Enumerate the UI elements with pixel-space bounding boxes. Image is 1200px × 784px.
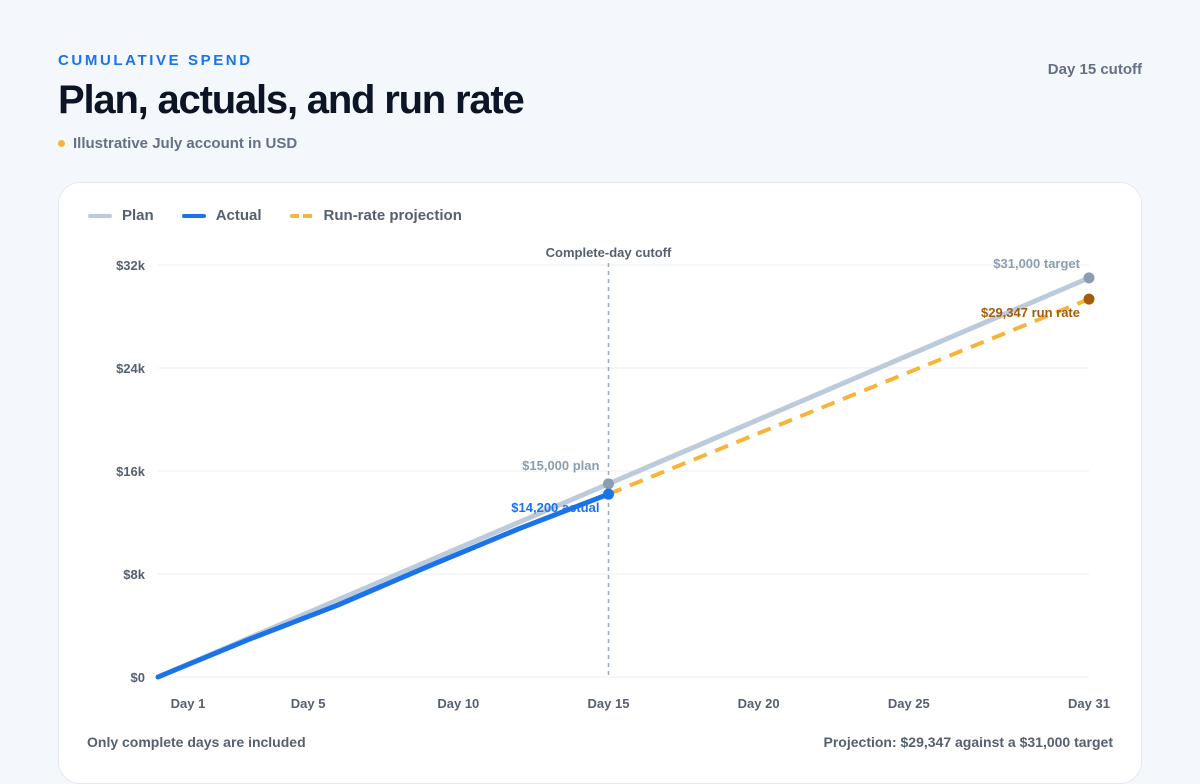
legend-label-projection: Run-rate projection xyxy=(323,207,462,224)
x-tick-label: Day 15 xyxy=(588,696,630,711)
cutoff-label: Day 15 cutoff xyxy=(1047,61,1142,78)
data-label-actual: $14,200 actual xyxy=(511,500,599,515)
series-line-actual xyxy=(155,491,611,680)
projection-swatch-icon xyxy=(289,213,314,218)
page-title: Plan, actuals, and run rate xyxy=(58,78,525,122)
series-line-plan xyxy=(155,275,1092,680)
legend-label-plan: Plan xyxy=(122,207,154,224)
y-tick-label: $8k xyxy=(123,567,145,582)
eyebrow-label: CUMULATIVE SPEND xyxy=(58,52,253,69)
x-tick-label: Day 31 xyxy=(1068,696,1110,711)
x-tick-label: Day 1 xyxy=(171,696,206,711)
y-tick-label: $0 xyxy=(131,670,145,685)
data-label-plan: $31,000 target xyxy=(993,256,1080,271)
legend-label-actual: Actual xyxy=(215,207,262,224)
subtitle: Illustrative July account in USD xyxy=(58,135,297,152)
legend-item-actual[interactable]: Actual xyxy=(181,207,262,224)
footer-note: Only complete days are included xyxy=(87,734,306,750)
data-point-actual xyxy=(602,488,614,500)
chart-legend: Plan Actual Run-rate projection xyxy=(88,207,490,224)
y-tick-label: $16k xyxy=(116,464,146,479)
subtitle-dot-icon xyxy=(58,140,65,147)
x-tick-label: Day 20 xyxy=(738,696,780,711)
chart-card xyxy=(58,182,1142,784)
x-tick-label: Day 10 xyxy=(437,696,479,711)
legend-item-projection[interactable]: Run-rate projection xyxy=(289,207,462,224)
legend-item-plan[interactable]: Plan xyxy=(88,207,154,224)
line-chart: $0 $8k $16k $24k $32k Day 1 Day 5 Day 10 Day 15 D… xyxy=(116,245,1110,711)
actual-swatch-icon xyxy=(181,213,206,218)
y-tick-label: $32k xyxy=(116,258,146,273)
x-tick-label: Day 25 xyxy=(888,696,930,711)
data-point-plan xyxy=(602,478,614,490)
x-tick-label: Day 5 xyxy=(291,696,326,711)
subtitle-text: Illustrative July account in USD xyxy=(73,135,298,152)
series-line-projection xyxy=(607,297,1090,497)
data-label-plan: $15,000 plan xyxy=(522,458,599,473)
y-tick-label: $24k xyxy=(116,361,146,376)
data-point-projection xyxy=(1083,293,1095,305)
plan-swatch-icon xyxy=(88,213,112,218)
cutoff-line-label: Complete-day cutoff xyxy=(546,245,672,260)
data-point-plan xyxy=(1083,272,1095,284)
data-label-projection: $29,347 run rate xyxy=(981,305,1080,320)
footer-projection-summary: Projection: $29,347 against a $31,000 ta… xyxy=(823,734,1113,750)
